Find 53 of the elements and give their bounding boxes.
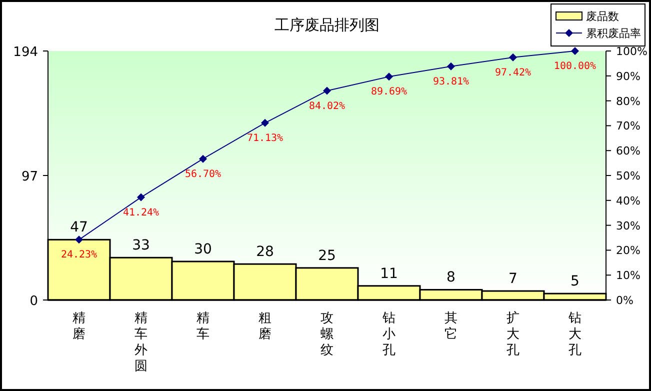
y2-tick-label: 20% <box>616 244 640 258</box>
data-label: 41.24% <box>122 207 160 218</box>
y2-tick-label: 80% <box>616 94 640 108</box>
data-label: 28 <box>256 244 274 260</box>
data-label: 24.23% <box>60 250 98 261</box>
x-tick-label: 扩大孔 <box>506 311 520 358</box>
x-tick-label: 钻大孔 <box>568 311 582 358</box>
data-label: 25 <box>318 248 336 264</box>
y2-tick-label: 50% <box>616 170 640 182</box>
point <box>75 236 83 244</box>
y2-tick-label: 0% <box>616 294 634 307</box>
point <box>199 154 207 163</box>
y2-tick-label: 10% <box>616 269 640 282</box>
point <box>261 118 269 127</box>
point <box>137 193 145 202</box>
y-tick-label: 0 <box>30 294 38 309</box>
data-label: 33 <box>132 238 150 254</box>
legend-label: 累积废品率 <box>586 27 641 40</box>
y-tick-label: 194 <box>13 45 38 60</box>
y2-tick-label: 40% <box>616 194 640 208</box>
x-tick-label: 其它 <box>444 311 458 342</box>
data-label: 97.42% <box>494 67 532 78</box>
data-label: 47 <box>70 220 88 236</box>
point <box>509 53 517 62</box>
data-label: 93.81% <box>432 76 470 88</box>
y2-tick-label: 90% <box>616 70 640 83</box>
point <box>447 62 455 70</box>
point <box>323 86 331 95</box>
x-tick-label: 攻螺纹 <box>320 311 334 358</box>
data-label: 30 <box>194 241 212 258</box>
y2-tick-label: 70% <box>616 120 640 133</box>
y2-tick-label: 30% <box>616 219 640 232</box>
chart-title: 工序废品排列图 <box>274 16 380 34</box>
data-label: 8 <box>446 270 456 286</box>
data-label: 89.69% <box>370 86 408 98</box>
data-label: 7 <box>508 271 518 288</box>
data-label: 5 <box>570 274 580 290</box>
data-label: 56.70% <box>184 168 222 180</box>
data-label: 71.13% <box>246 132 284 144</box>
point <box>571 47 579 55</box>
y2-tick-label: 100% <box>616 45 648 58</box>
point <box>385 72 393 81</box>
data-label: 11 <box>380 266 398 282</box>
x-tick-label: 精车外圆 <box>134 311 148 374</box>
x-tick-label: 精磨 <box>72 311 86 342</box>
x-tick-label: 精车 <box>196 311 210 342</box>
data-label: 84.02% <box>308 100 346 112</box>
legend-label: 废品数 <box>586 10 619 23</box>
x-tick-label: 钻小孔 <box>382 311 396 358</box>
data-label: 100.00% <box>554 61 596 72</box>
y2-tick-label: 60% <box>616 144 640 158</box>
x-tick-label: 粗磨 <box>258 311 272 342</box>
y-tick-label: 97 <box>21 170 38 184</box>
